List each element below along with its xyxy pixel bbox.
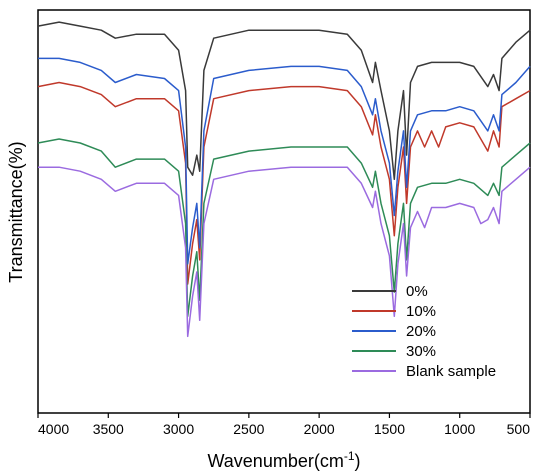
x-tick-label: 3500: [93, 421, 124, 437]
series-line-20: [38, 57, 531, 265]
x-axis-title-main: Wavenumber(cm: [207, 451, 343, 471]
series-layer: [37, 21, 531, 338]
x-tick-label: 1500: [374, 421, 405, 437]
x-tick-label: 4000: [38, 421, 69, 437]
x-axis-title-end: ): [355, 451, 361, 471]
x-tick-label: 500: [507, 421, 531, 437]
series-line-blank-sample: [38, 166, 531, 338]
x-tick-label: 2000: [304, 421, 335, 437]
series-line-10: [37, 81, 531, 285]
x-tick-label: 2500: [233, 421, 264, 437]
y-axis-title: Transmittance(%): [6, 141, 26, 282]
legend-label: 20%: [406, 323, 436, 340]
plot-area-border: [37, 9, 531, 414]
series-line-0: [37, 21, 531, 181]
x-axis: 4000 3500 3000 2500 2000 1500 1000 500: [37, 413, 531, 437]
plot-frame: [37, 9, 531, 414]
x-axis-title: Wavenumber(cm-1): [207, 449, 360, 471]
series-line-30: [37, 138, 531, 318]
legend-label: 10%: [406, 303, 436, 320]
legend-label: 30%: [406, 343, 436, 360]
x-tick-label: 3000: [163, 421, 194, 437]
legend: 0% 10% 20% 30% Blank sample: [352, 283, 496, 380]
x-axis-title-superscript: -1: [344, 449, 355, 463]
x-tick-label: 1000: [444, 421, 475, 437]
legend-label: Blank sample: [406, 363, 496, 380]
legend-label: 0%: [406, 283, 428, 300]
